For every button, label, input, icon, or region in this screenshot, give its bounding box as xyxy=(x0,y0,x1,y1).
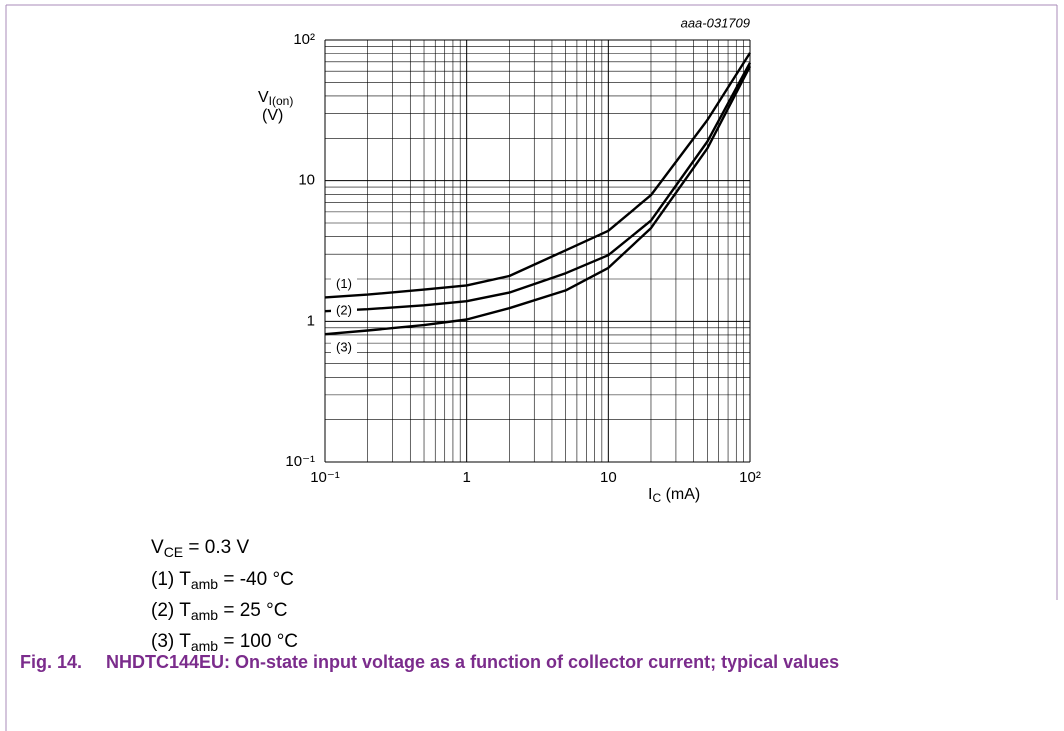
caption-text: NHDTC144EU: On-state input voltage as a … xyxy=(106,652,840,672)
y-tick-label: 10⁻¹ xyxy=(285,453,315,470)
legend-entry: (3) Tamb = 100 °C xyxy=(151,631,298,654)
curve xyxy=(324,62,752,313)
caption-number: Fig. 14. xyxy=(20,652,83,672)
curve xyxy=(324,65,752,336)
curve xyxy=(324,52,752,299)
y-tick-label: 10² xyxy=(293,31,315,48)
y-axis-unit: (V) xyxy=(262,107,283,124)
legend-sub: amb xyxy=(191,576,218,592)
y-axis-sub: I(on) xyxy=(269,94,294,108)
legend-sub: amb xyxy=(191,607,218,623)
legend-symbol: T xyxy=(179,600,191,621)
x-tick-label: 10² xyxy=(739,469,761,486)
condition-text: = 0.3 V xyxy=(183,537,249,558)
x-axis-label: IC (mA) xyxy=(648,486,700,505)
y-axis-symbol: V xyxy=(258,89,269,106)
condition: VCE = 0.3 V xyxy=(151,537,249,560)
x-tick-label: 1 xyxy=(462,469,470,486)
caption: Fig. 14. NHDTC144EU: On-state input volt… xyxy=(20,650,1030,675)
y-tick-label: 1 xyxy=(307,312,315,329)
x-tick-label: 10 xyxy=(600,469,617,486)
annotation: aaa-031709 xyxy=(681,15,750,30)
legend-name: (3) xyxy=(151,631,174,652)
legend-text: = -40 °C xyxy=(218,569,294,590)
legend-text: = 25 °C xyxy=(218,600,287,621)
legend-entry: (2) Tamb = 25 °C xyxy=(151,600,287,623)
x-tick-label: 10⁻¹ xyxy=(310,469,340,486)
y-tick-label: 10 xyxy=(298,172,315,189)
curve-label: (1) xyxy=(336,276,352,291)
x-axis-symbol: I xyxy=(648,486,652,503)
curve-label: (2) xyxy=(336,303,352,318)
legend-sub: amb xyxy=(191,638,218,654)
legend-entry: (1) Tamb = -40 °C xyxy=(151,569,294,592)
y-axis-label: VI(on) xyxy=(258,89,293,108)
curve-label-bg xyxy=(331,340,357,357)
condition-sub: CE xyxy=(164,544,183,560)
curve-label-bg xyxy=(331,303,357,320)
legend-name: (2) xyxy=(151,600,174,621)
x-axis-unit: (mA) xyxy=(661,486,700,503)
legend-symbol: T xyxy=(179,631,191,652)
legend-symbol: T xyxy=(179,569,191,590)
curve-label: (3) xyxy=(336,340,352,355)
legend-name: (1) xyxy=(151,569,174,590)
curve-label-bg xyxy=(331,276,357,293)
condition-symbol: V xyxy=(151,537,164,558)
x-axis-sub: C xyxy=(652,491,661,505)
legend-text: = 100 °C xyxy=(218,631,298,652)
